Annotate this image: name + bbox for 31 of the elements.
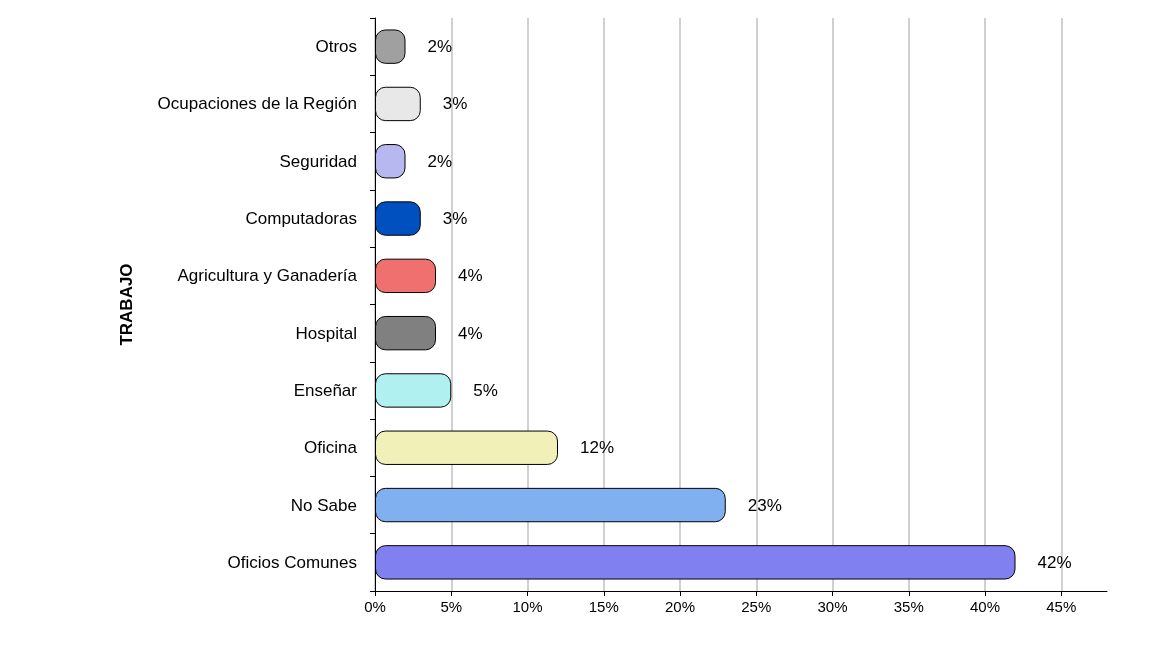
y-tick-label: Hospital [295,323,357,343]
data-label: 42% [1037,552,1072,572]
y-axis-title: TRABAJO [117,263,136,346]
data-label: 4% [458,266,483,286]
y-tick-label: No Sabe [290,495,357,515]
x-tick-label: 15% [588,598,619,615]
y-tick-label: Ocupaciones de la Región [157,94,357,114]
y-tick-label: Seguridad [279,151,357,171]
x-tick-label: 25% [741,598,772,615]
x-tick-label: 10% [512,598,543,615]
data-label: 2% [427,151,453,171]
y-tick-label: Oficina [304,438,358,458]
data-label: 23% [747,495,782,515]
y-tick-label: Computadoras [245,209,357,229]
x-tick-label: 40% [969,598,1001,615]
data-label: 12% [580,438,615,458]
x-tick-label: 0% [364,598,386,615]
y-tick-label: Enseñar [293,380,358,400]
x-tick-label: 35% [893,598,924,615]
x-tick-label: 5% [440,598,463,615]
x-tick-label: 30% [817,598,848,615]
data-label: 2% [427,37,453,57]
data-label: 5% [473,380,498,400]
data-label: 4% [458,323,483,343]
data-label: 3% [442,94,468,114]
y-tick-label: Agricultura y Ganadería [177,266,358,286]
x-tick-label: 20% [664,598,696,615]
y-tick-label: Oficios Comunes [227,552,357,572]
x-tick-label: 45% [1046,598,1077,615]
y-tick-label: Otros [315,37,357,57]
data-label: 3% [442,209,468,229]
